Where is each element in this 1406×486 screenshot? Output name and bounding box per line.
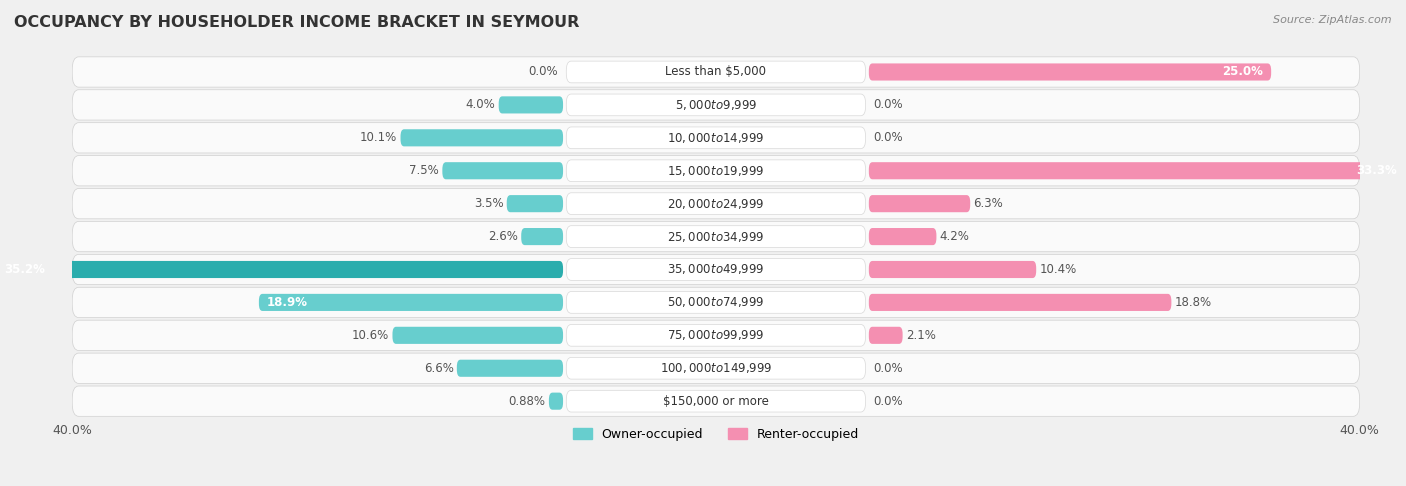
Text: OCCUPANCY BY HOUSEHOLDER INCOME BRACKET IN SEYMOUR: OCCUPANCY BY HOUSEHOLDER INCOME BRACKET …: [14, 15, 579, 30]
Text: $20,000 to $24,999: $20,000 to $24,999: [668, 197, 765, 210]
Text: 7.5%: 7.5%: [409, 164, 439, 177]
FancyBboxPatch shape: [869, 294, 1171, 311]
FancyBboxPatch shape: [506, 195, 562, 212]
Text: 18.8%: 18.8%: [1174, 296, 1212, 309]
FancyBboxPatch shape: [259, 294, 562, 311]
Text: $5,000 to $9,999: $5,000 to $9,999: [675, 98, 758, 112]
FancyBboxPatch shape: [0, 261, 562, 278]
Text: 2.6%: 2.6%: [488, 230, 517, 243]
Text: $25,000 to $34,999: $25,000 to $34,999: [668, 229, 765, 243]
Text: 10.1%: 10.1%: [360, 131, 398, 144]
FancyBboxPatch shape: [457, 360, 562, 377]
Text: 2.1%: 2.1%: [905, 329, 936, 342]
Text: 10.6%: 10.6%: [352, 329, 389, 342]
FancyBboxPatch shape: [72, 386, 1360, 417]
FancyBboxPatch shape: [522, 228, 562, 245]
FancyBboxPatch shape: [548, 393, 562, 410]
Text: 0.88%: 0.88%: [509, 395, 546, 408]
FancyBboxPatch shape: [72, 222, 1360, 252]
Text: 10.4%: 10.4%: [1039, 263, 1077, 276]
Text: 3.5%: 3.5%: [474, 197, 503, 210]
FancyBboxPatch shape: [567, 226, 866, 247]
Text: 18.9%: 18.9%: [267, 296, 308, 309]
Text: $35,000 to $49,999: $35,000 to $49,999: [668, 262, 765, 277]
FancyBboxPatch shape: [567, 193, 866, 214]
FancyBboxPatch shape: [869, 327, 903, 344]
Text: 4.0%: 4.0%: [465, 98, 495, 111]
FancyBboxPatch shape: [567, 259, 866, 280]
Text: $15,000 to $19,999: $15,000 to $19,999: [668, 164, 765, 178]
Text: 0.0%: 0.0%: [529, 66, 558, 78]
Legend: Owner-occupied, Renter-occupied: Owner-occupied, Renter-occupied: [568, 423, 865, 446]
FancyBboxPatch shape: [567, 390, 866, 412]
Text: 0.0%: 0.0%: [873, 98, 903, 111]
FancyBboxPatch shape: [869, 228, 936, 245]
Text: 6.6%: 6.6%: [423, 362, 454, 375]
FancyBboxPatch shape: [567, 325, 866, 346]
Text: $75,000 to $99,999: $75,000 to $99,999: [668, 329, 765, 342]
FancyBboxPatch shape: [567, 292, 866, 313]
FancyBboxPatch shape: [869, 64, 1271, 81]
Text: 0.0%: 0.0%: [873, 395, 903, 408]
Text: 0.0%: 0.0%: [873, 131, 903, 144]
FancyBboxPatch shape: [72, 90, 1360, 120]
FancyBboxPatch shape: [567, 357, 866, 379]
Text: $10,000 to $14,999: $10,000 to $14,999: [668, 131, 765, 145]
Text: 35.2%: 35.2%: [4, 263, 45, 276]
Text: $100,000 to $149,999: $100,000 to $149,999: [659, 361, 772, 375]
FancyBboxPatch shape: [401, 129, 562, 146]
FancyBboxPatch shape: [567, 127, 866, 149]
Text: $50,000 to $74,999: $50,000 to $74,999: [668, 295, 765, 310]
FancyBboxPatch shape: [567, 61, 866, 83]
Text: 6.3%: 6.3%: [973, 197, 1004, 210]
Text: Less than $5,000: Less than $5,000: [665, 66, 766, 78]
FancyBboxPatch shape: [72, 57, 1360, 87]
FancyBboxPatch shape: [499, 96, 562, 113]
FancyBboxPatch shape: [72, 189, 1360, 219]
Text: $150,000 or more: $150,000 or more: [664, 395, 769, 408]
Text: 4.2%: 4.2%: [939, 230, 970, 243]
FancyBboxPatch shape: [869, 195, 970, 212]
FancyBboxPatch shape: [72, 287, 1360, 317]
FancyBboxPatch shape: [567, 94, 866, 116]
Text: 33.3%: 33.3%: [1355, 164, 1396, 177]
FancyBboxPatch shape: [72, 122, 1360, 153]
FancyBboxPatch shape: [567, 160, 866, 182]
Text: 25.0%: 25.0%: [1222, 66, 1263, 78]
FancyBboxPatch shape: [72, 156, 1360, 186]
FancyBboxPatch shape: [72, 353, 1360, 383]
Text: 0.0%: 0.0%: [873, 362, 903, 375]
FancyBboxPatch shape: [72, 320, 1360, 350]
FancyBboxPatch shape: [869, 261, 1036, 278]
FancyBboxPatch shape: [392, 327, 562, 344]
FancyBboxPatch shape: [869, 162, 1405, 179]
Text: Source: ZipAtlas.com: Source: ZipAtlas.com: [1274, 15, 1392, 25]
FancyBboxPatch shape: [72, 254, 1360, 285]
FancyBboxPatch shape: [443, 162, 562, 179]
